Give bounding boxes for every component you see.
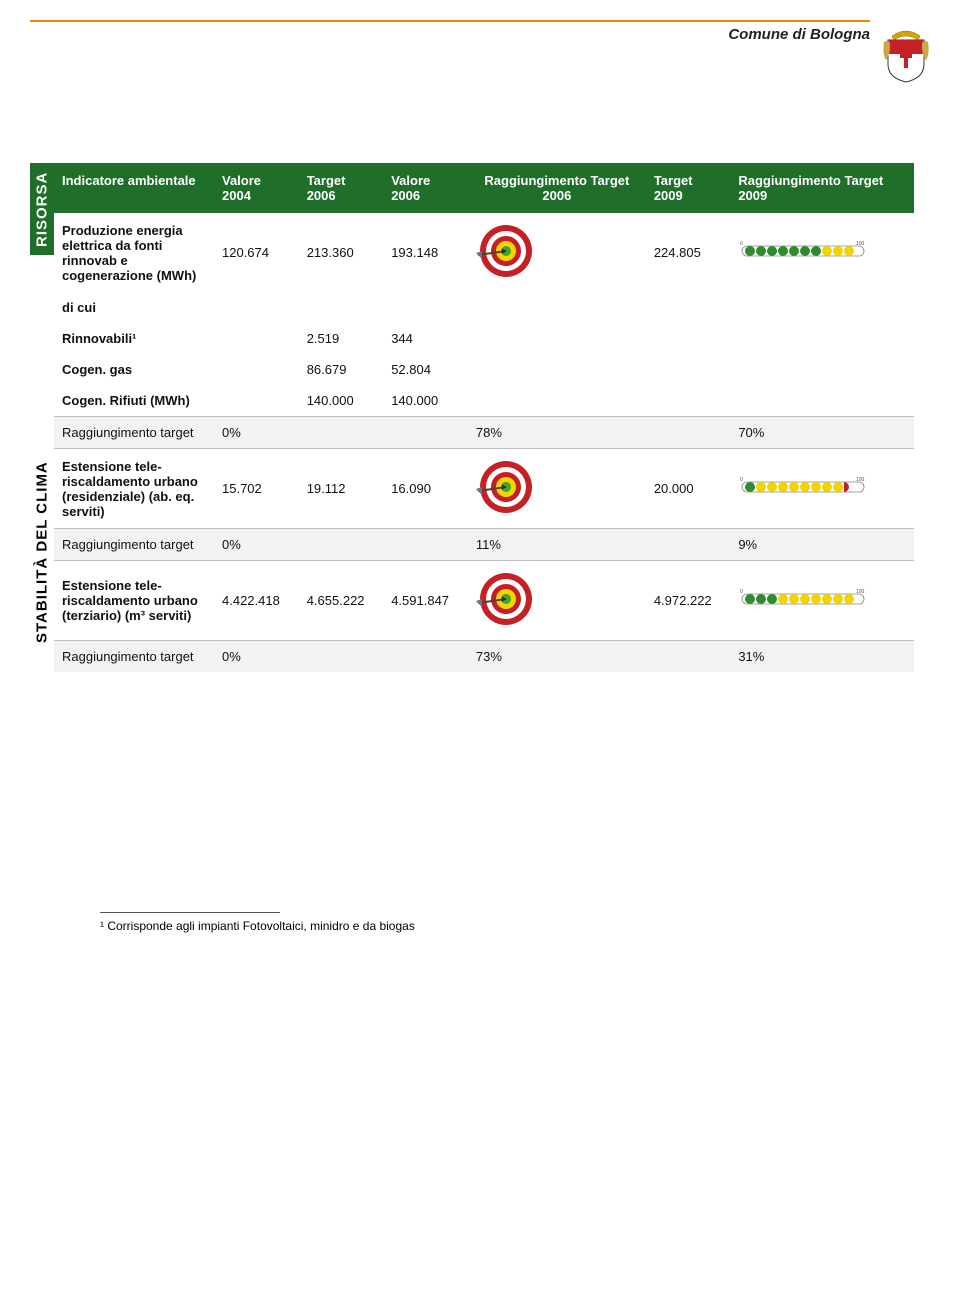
col-v2004: Valore 2004 xyxy=(214,163,299,213)
cell-label: Rinnovabili¹ xyxy=(54,323,214,354)
col-indicatore: Indicatore ambientale xyxy=(54,163,214,213)
cell-t2006: 140.000 xyxy=(299,385,384,417)
svg-text:0: 0 xyxy=(740,589,743,595)
target-icon xyxy=(476,457,536,517)
footnote-rule xyxy=(100,912,280,913)
col-t2009: Target 2009 xyxy=(646,163,731,213)
row-summary-3: Raggiungimento target 0% 73% 31% xyxy=(54,641,914,673)
gauge-icon: 0 100 xyxy=(738,588,868,610)
cell-label: Estensione tele-riscaldamento urbano (te… xyxy=(54,561,214,641)
gauge-icon: 0 100 xyxy=(738,476,868,498)
row-rinnovabili: Rinnovabili¹ 2.519 344 xyxy=(54,323,914,354)
cell-target-icon xyxy=(468,213,646,292)
col-r2006: Raggiungimento Target 2006 xyxy=(468,163,646,213)
col-r2009: Raggiungimento Target 2009 xyxy=(730,163,914,213)
row-est-res: Estensione tele-riscaldamento urbano (re… xyxy=(54,449,914,529)
row-summary-1: Raggiungimento target 0% 78% 70% xyxy=(54,417,914,449)
cell-label: Raggiungimento target xyxy=(54,417,214,449)
cell-r2009: 70% xyxy=(730,417,914,449)
cell-v2004: 15.702 xyxy=(214,449,299,529)
cell-v2006: 344 xyxy=(383,323,468,354)
cell-v2004: 4.422.418 xyxy=(214,561,299,641)
table-header-row: Indicatore ambientale Valore 2004 Target… xyxy=(54,163,914,213)
cell-label: Cogen. gas xyxy=(54,354,214,385)
cell-v2006: 140.000 xyxy=(383,385,468,417)
cell-t2009: 224.805 xyxy=(646,213,731,292)
cell-label: Cogen. Rifiuti (MWh) xyxy=(54,385,214,417)
crest-icon xyxy=(882,26,930,84)
row-cogen-rifiuti: Cogen. Rifiuti (MWh) 140.000 140.000 xyxy=(54,385,914,417)
cell-r2009: 9% xyxy=(730,529,914,561)
row-cogen-gas: Cogen. gas 86.679 52.804 xyxy=(54,354,914,385)
sidebar-clima: STABILITÀ DEL CLIMA xyxy=(30,432,54,672)
cell-t2006: 4.655.222 xyxy=(299,561,384,641)
header-rule xyxy=(30,20,870,22)
cell-t2006: 86.679 xyxy=(299,354,384,385)
cell-target-icon xyxy=(468,561,646,641)
col-t2006: Target 2006 xyxy=(299,163,384,213)
svg-text:0: 0 xyxy=(740,241,743,247)
svg-text:100: 100 xyxy=(856,241,865,247)
cell-label: Raggiungimento target xyxy=(54,641,214,673)
cell-v2006: 193.148 xyxy=(383,213,468,292)
cell-r2006: 78% xyxy=(468,417,646,449)
cell-target-icon xyxy=(468,449,646,529)
cell-gauge: 0 100 xyxy=(730,449,914,529)
cell-t2009: 20.000 xyxy=(646,449,731,529)
cell-r2006: 11% xyxy=(468,529,646,561)
cell-gauge: 0 100 xyxy=(730,561,914,641)
cell-t2009: 4.972.222 xyxy=(646,561,731,641)
target-icon xyxy=(476,221,536,281)
cell-v2006: 4.591.847 xyxy=(383,561,468,641)
cell-label: Raggiungimento target xyxy=(54,529,214,561)
cell-r2009: 31% xyxy=(730,641,914,673)
target-icon xyxy=(476,569,536,629)
cell-label: di cui xyxy=(54,292,214,323)
svg-text:0: 0 xyxy=(740,477,743,483)
cell-label: Produzione energia elettrica da fonti ri… xyxy=(54,213,214,292)
row-produzione: Produzione energia elettrica da fonti ri… xyxy=(54,213,914,292)
cell-t2006: 213.360 xyxy=(299,213,384,292)
cell-v2004: 0% xyxy=(214,529,299,561)
svg-text:100: 100 xyxy=(856,477,865,483)
cell-v2004: 120.674 xyxy=(214,213,299,292)
org-name: Comune di Bologna xyxy=(728,26,870,43)
footnote-text: ¹ Corrisponde agli impianti Fotovoltaici… xyxy=(100,919,930,933)
cell-gauge: 0 100 xyxy=(730,213,914,292)
row-summary-2: Raggiungimento target 0% 11% 9% xyxy=(54,529,914,561)
cell-v2006: 52.804 xyxy=(383,354,468,385)
cell-t2006: 2.519 xyxy=(299,323,384,354)
indicator-table: Indicatore ambientale Valore 2004 Target… xyxy=(54,163,914,672)
col-v2006: Valore 2006 xyxy=(383,163,468,213)
row-est-ter: Estensione tele-riscaldamento urbano (te… xyxy=(54,561,914,641)
sidebar-risorsa: RISORSA xyxy=(30,163,54,255)
cell-r2006: 73% xyxy=(468,641,646,673)
cell-label: Estensione tele-riscaldamento urbano (re… xyxy=(54,449,214,529)
cell-v2006: 16.090 xyxy=(383,449,468,529)
cell-v2004: 0% xyxy=(214,641,299,673)
cell-t2006: 19.112 xyxy=(299,449,384,529)
gauge-icon: 0 100 xyxy=(738,240,868,262)
row-di-cui: di cui xyxy=(54,292,914,323)
cell-v2004: 0% xyxy=(214,417,299,449)
svg-text:100: 100 xyxy=(856,589,865,595)
